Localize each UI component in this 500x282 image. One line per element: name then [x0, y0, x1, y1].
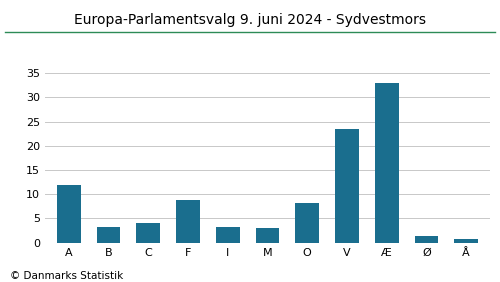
Bar: [335, 129, 359, 243]
Bar: [375, 83, 398, 243]
Bar: [57, 184, 81, 243]
Text: © Danmarks Statistik: © Danmarks Statistik: [10, 271, 123, 281]
Bar: [256, 228, 280, 243]
Bar: [176, 200, 200, 243]
Bar: [96, 226, 120, 243]
Bar: [136, 223, 160, 243]
Text: Europa-Parlamentsvalg 9. juni 2024 - Sydvestmors: Europa-Parlamentsvalg 9. juni 2024 - Syd…: [74, 13, 426, 27]
Bar: [216, 226, 240, 243]
Bar: [454, 239, 478, 243]
Bar: [296, 203, 319, 243]
Bar: [414, 236, 438, 243]
